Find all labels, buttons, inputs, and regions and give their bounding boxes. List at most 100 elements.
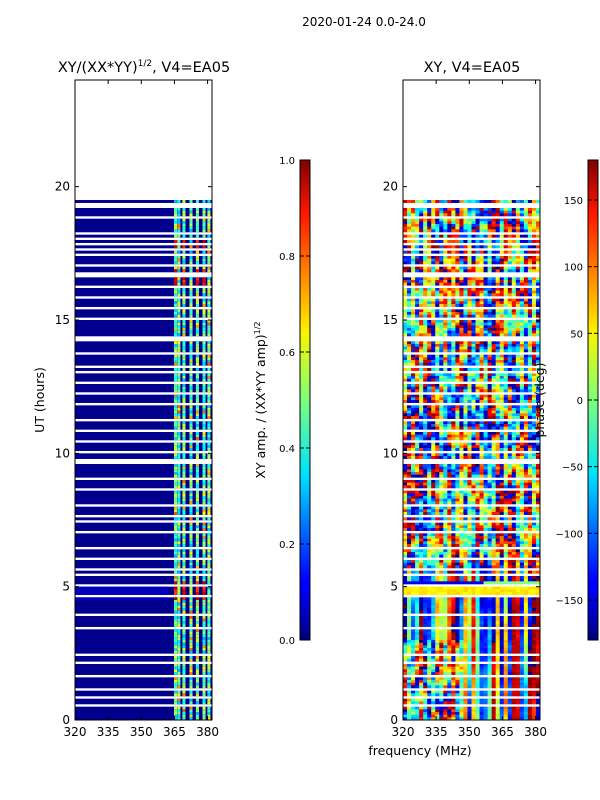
phase-cell xyxy=(403,432,408,435)
amp-cell xyxy=(173,597,178,601)
phase-cell xyxy=(503,522,509,526)
amp-cell xyxy=(173,533,178,537)
amp-cell xyxy=(195,453,199,457)
amp-cell xyxy=(173,498,178,502)
phase-cell xyxy=(467,330,472,334)
amp-cell xyxy=(177,690,181,694)
amp-cell xyxy=(195,208,199,211)
phase-cell xyxy=(535,453,541,457)
phase-cell xyxy=(511,496,517,499)
phase-cell xyxy=(455,309,460,313)
amp-cell xyxy=(189,432,193,435)
phase-cell xyxy=(435,416,440,419)
phase-cell xyxy=(467,266,472,270)
amp-cell xyxy=(189,618,193,622)
amp-cell xyxy=(177,200,181,203)
phase-cell xyxy=(431,344,436,347)
amp-cell xyxy=(207,578,211,582)
amp-cell xyxy=(202,256,206,259)
phase-cell xyxy=(499,589,505,593)
phase-cell xyxy=(535,280,541,283)
phase-cell xyxy=(463,277,468,281)
phase-cell xyxy=(519,570,525,574)
phase-cell xyxy=(523,498,529,502)
phase-cell xyxy=(487,405,492,409)
phase-cell xyxy=(439,517,444,521)
phase-cell xyxy=(439,240,444,243)
phase-cell xyxy=(435,330,440,334)
phase-cell xyxy=(483,269,488,273)
phase-cell xyxy=(403,456,408,459)
amp-cell xyxy=(195,578,199,582)
amp-cell xyxy=(173,602,178,606)
phase-cell xyxy=(519,506,525,510)
phase-cell xyxy=(451,301,456,305)
phase-cell xyxy=(495,322,501,326)
amp-cell xyxy=(182,672,186,675)
phase-cell xyxy=(491,416,496,419)
phase-cell xyxy=(511,552,517,555)
phase-cell xyxy=(535,301,541,305)
phase-cell xyxy=(447,298,452,302)
phase-cell xyxy=(507,597,513,601)
phase-cell xyxy=(519,256,525,259)
phase-cell xyxy=(451,320,456,323)
phase-cell xyxy=(527,501,533,505)
amp-cell xyxy=(173,658,178,662)
amp-cell xyxy=(195,226,199,230)
phase-cell xyxy=(415,554,420,558)
phase-cell xyxy=(511,384,517,387)
phase-cell xyxy=(535,224,541,227)
phase-cell xyxy=(447,333,452,337)
phase-cell xyxy=(439,226,444,230)
phase-cell xyxy=(419,258,424,262)
phase-cell xyxy=(443,512,448,515)
phase-cell xyxy=(451,288,456,291)
phase-cell xyxy=(403,269,408,273)
amp-cell xyxy=(189,549,193,553)
phase-cell xyxy=(483,298,488,302)
phase-cell xyxy=(495,442,501,446)
phase-cell xyxy=(431,200,436,203)
phase-cell xyxy=(455,218,460,222)
phase-cell xyxy=(479,208,484,211)
amp-cell xyxy=(195,394,199,398)
amp-cell xyxy=(189,605,193,609)
phase-cell xyxy=(487,456,492,459)
phase-cell xyxy=(487,482,492,486)
phase-cell xyxy=(423,397,428,401)
phase-cell xyxy=(471,229,476,233)
phase-cell xyxy=(503,314,509,318)
amp-cell xyxy=(207,258,211,262)
amp-cell xyxy=(177,213,181,217)
phase-cell xyxy=(523,434,529,438)
amp-cell xyxy=(207,386,211,390)
phase-cell xyxy=(447,341,452,345)
phase-cell xyxy=(403,298,408,302)
phase-cell xyxy=(455,394,460,398)
phase-cell xyxy=(499,200,505,203)
phase-cell xyxy=(475,360,480,363)
phase-cell xyxy=(535,437,541,441)
phase-cell xyxy=(519,394,525,398)
phase-cell xyxy=(463,464,468,467)
phase-cell xyxy=(479,304,484,307)
phase-cell xyxy=(527,538,533,542)
phase-cell xyxy=(451,373,456,377)
amp-cell xyxy=(202,560,206,563)
phase-cell xyxy=(443,448,448,451)
phase-cell xyxy=(435,309,440,313)
phase-cell xyxy=(523,266,529,270)
phase-cell xyxy=(491,293,496,297)
phase-cell xyxy=(451,269,456,273)
phase-cell xyxy=(419,544,424,547)
phase-cell xyxy=(459,245,464,249)
phase-cell xyxy=(515,522,521,526)
phase-cell xyxy=(479,373,484,377)
phase-cell xyxy=(479,466,484,470)
phase-cell xyxy=(435,536,440,539)
phase-cell xyxy=(519,357,525,361)
phase-cell xyxy=(423,501,428,505)
phase-cell xyxy=(483,522,488,526)
phase-cell xyxy=(495,434,501,438)
